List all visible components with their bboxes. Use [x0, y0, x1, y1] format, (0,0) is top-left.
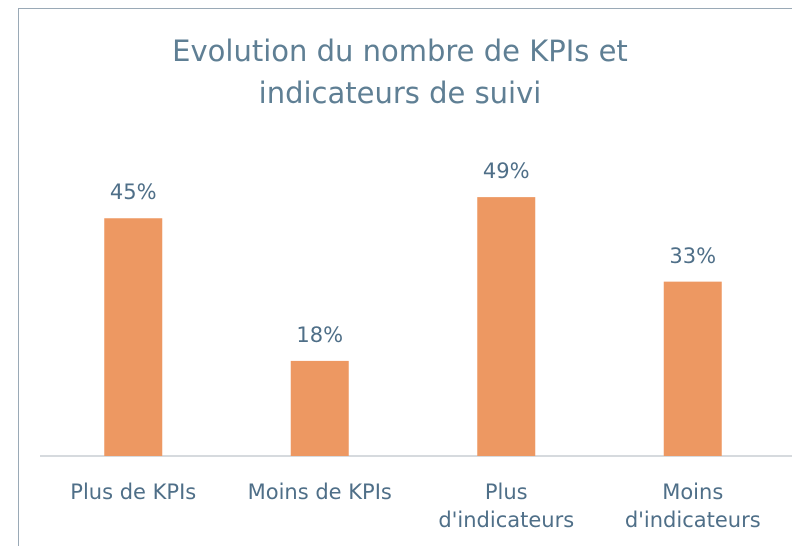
x-tick-label: Moins de KPIs [247, 480, 392, 504]
data-label: 33% [669, 243, 717, 268]
x-tick-label: Plus de KPIs [70, 480, 197, 504]
bar [477, 197, 536, 456]
data-label: 18% [296, 322, 344, 347]
chart-frame [18, 8, 792, 546]
bar [290, 360, 349, 456]
bar [104, 218, 163, 456]
bar [663, 281, 722, 456]
data-label: 49% [482, 159, 530, 184]
data-label: 45% [109, 180, 157, 205]
x-tick-label: Plus d'indicateurs [438, 480, 575, 532]
chart-title: Evolution du nombre de KPIs et indicateu… [172, 34, 628, 110]
x-tick-label: Moins d'indicateurs [624, 480, 761, 532]
